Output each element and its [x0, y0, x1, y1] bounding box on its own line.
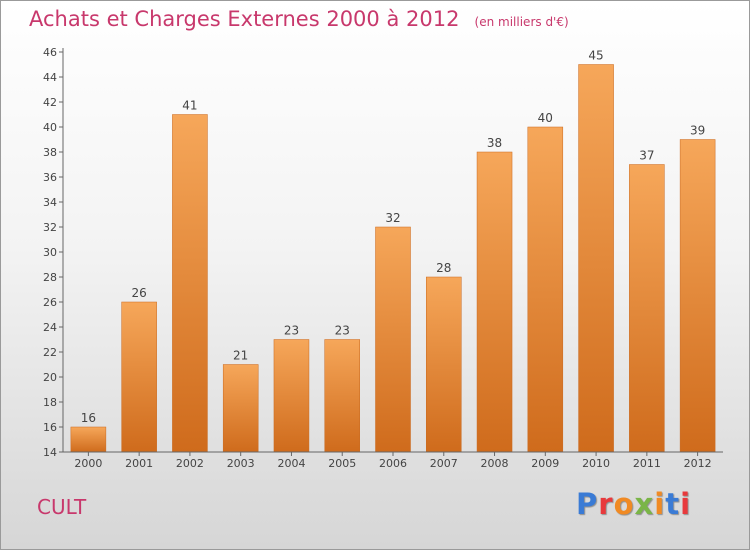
y-tick-label: 26	[43, 296, 57, 309]
bar	[121, 301, 157, 453]
y-tick-label: 38	[43, 146, 57, 159]
x-tick-label: 2009	[531, 457, 559, 470]
x-tick-label: 2007	[430, 457, 458, 470]
chart-subtitle: (en milliers d'€)	[474, 15, 569, 29]
bars: 16 26 41 21 23 23 32 28 38 40 45 37 39	[70, 49, 716, 453]
bar-value-label: 41	[182, 99, 197, 113]
bar-value-label: 26	[132, 286, 147, 300]
y-tick-label: 18	[43, 396, 57, 409]
bar-value-label: 23	[284, 324, 299, 338]
x-tick-label: 2003	[227, 457, 255, 470]
bar-value-label: 23	[335, 324, 350, 338]
y-tick-label: 22	[43, 346, 57, 359]
bar-value-label: 21	[233, 349, 248, 363]
bar-value-label: 32	[385, 211, 400, 225]
x-tick-label: 2005	[328, 457, 356, 470]
x-tick-label: 2001	[125, 457, 153, 470]
y-tick-label: 40	[43, 121, 57, 134]
y-tick-label: 36	[43, 171, 57, 184]
logo-letter: P	[576, 487, 599, 521]
bar-value-label: 45	[588, 49, 603, 63]
bar-value-label: 39	[690, 124, 705, 138]
y-tick-label: 46	[43, 46, 57, 59]
title-block: Achats et Charges Externes 2000 à 2012 (…	[29, 7, 569, 31]
y-tick-label: 24	[43, 321, 57, 334]
y-tick-label: 16	[43, 421, 57, 434]
bar-value-label: 40	[538, 111, 553, 125]
logo-letter: t	[665, 487, 681, 521]
bar	[476, 151, 513, 453]
bar-value-label: 28	[436, 261, 451, 275]
bar-value-label: 38	[487, 136, 502, 150]
y-tick-label: 14	[43, 446, 57, 459]
y-tick-label: 34	[43, 196, 57, 209]
bar	[70, 426, 107, 453]
x-tick-label: 2012	[684, 457, 712, 470]
x-tick-label: 2004	[277, 457, 305, 470]
commune-name: CULT	[37, 495, 87, 519]
x-axis: 2000 2001 2002 2003 2004 2005 2006 2007 2008 2009…	[63, 451, 723, 470]
bar	[527, 126, 564, 453]
bar-value-label: 37	[639, 149, 654, 163]
logo-letter: i	[680, 487, 692, 521]
bar	[273, 339, 310, 453]
logo-letter: i	[654, 487, 666, 521]
y-axis: 14 16 18 20 22 24 26 28 30 32 34 36 38 40 42 44 46	[43, 46, 64, 459]
proxiti-logo[interactable]: Proxiti	[576, 487, 691, 521]
x-tick-label: 2000	[74, 457, 102, 470]
logo-letter: o	[613, 487, 635, 521]
bar	[426, 276, 462, 453]
bar	[578, 64, 614, 453]
y-tick-label: 28	[43, 271, 57, 284]
logo-letter: r	[598, 487, 614, 521]
bar	[679, 139, 716, 453]
bar	[324, 339, 360, 453]
x-tick-label: 2011	[633, 457, 661, 470]
bar	[375, 226, 411, 453]
y-tick-label: 32	[43, 221, 57, 234]
y-tick-label: 20	[43, 371, 57, 384]
x-tick-label: 2008	[481, 457, 509, 470]
y-tick-label: 44	[43, 71, 57, 84]
y-tick-label: 42	[43, 96, 57, 109]
bar	[629, 164, 665, 453]
bar	[222, 364, 259, 453]
x-tick-label: 2010	[582, 457, 610, 470]
y-tick-label: 30	[43, 246, 57, 259]
chart-title: Achats et Charges Externes 2000 à 2012	[29, 7, 460, 31]
logo-letter: x	[634, 487, 655, 521]
bar	[172, 114, 208, 453]
x-tick-label: 2002	[176, 457, 204, 470]
bar-value-label: 16	[81, 411, 96, 425]
x-tick-label: 2006	[379, 457, 407, 470]
